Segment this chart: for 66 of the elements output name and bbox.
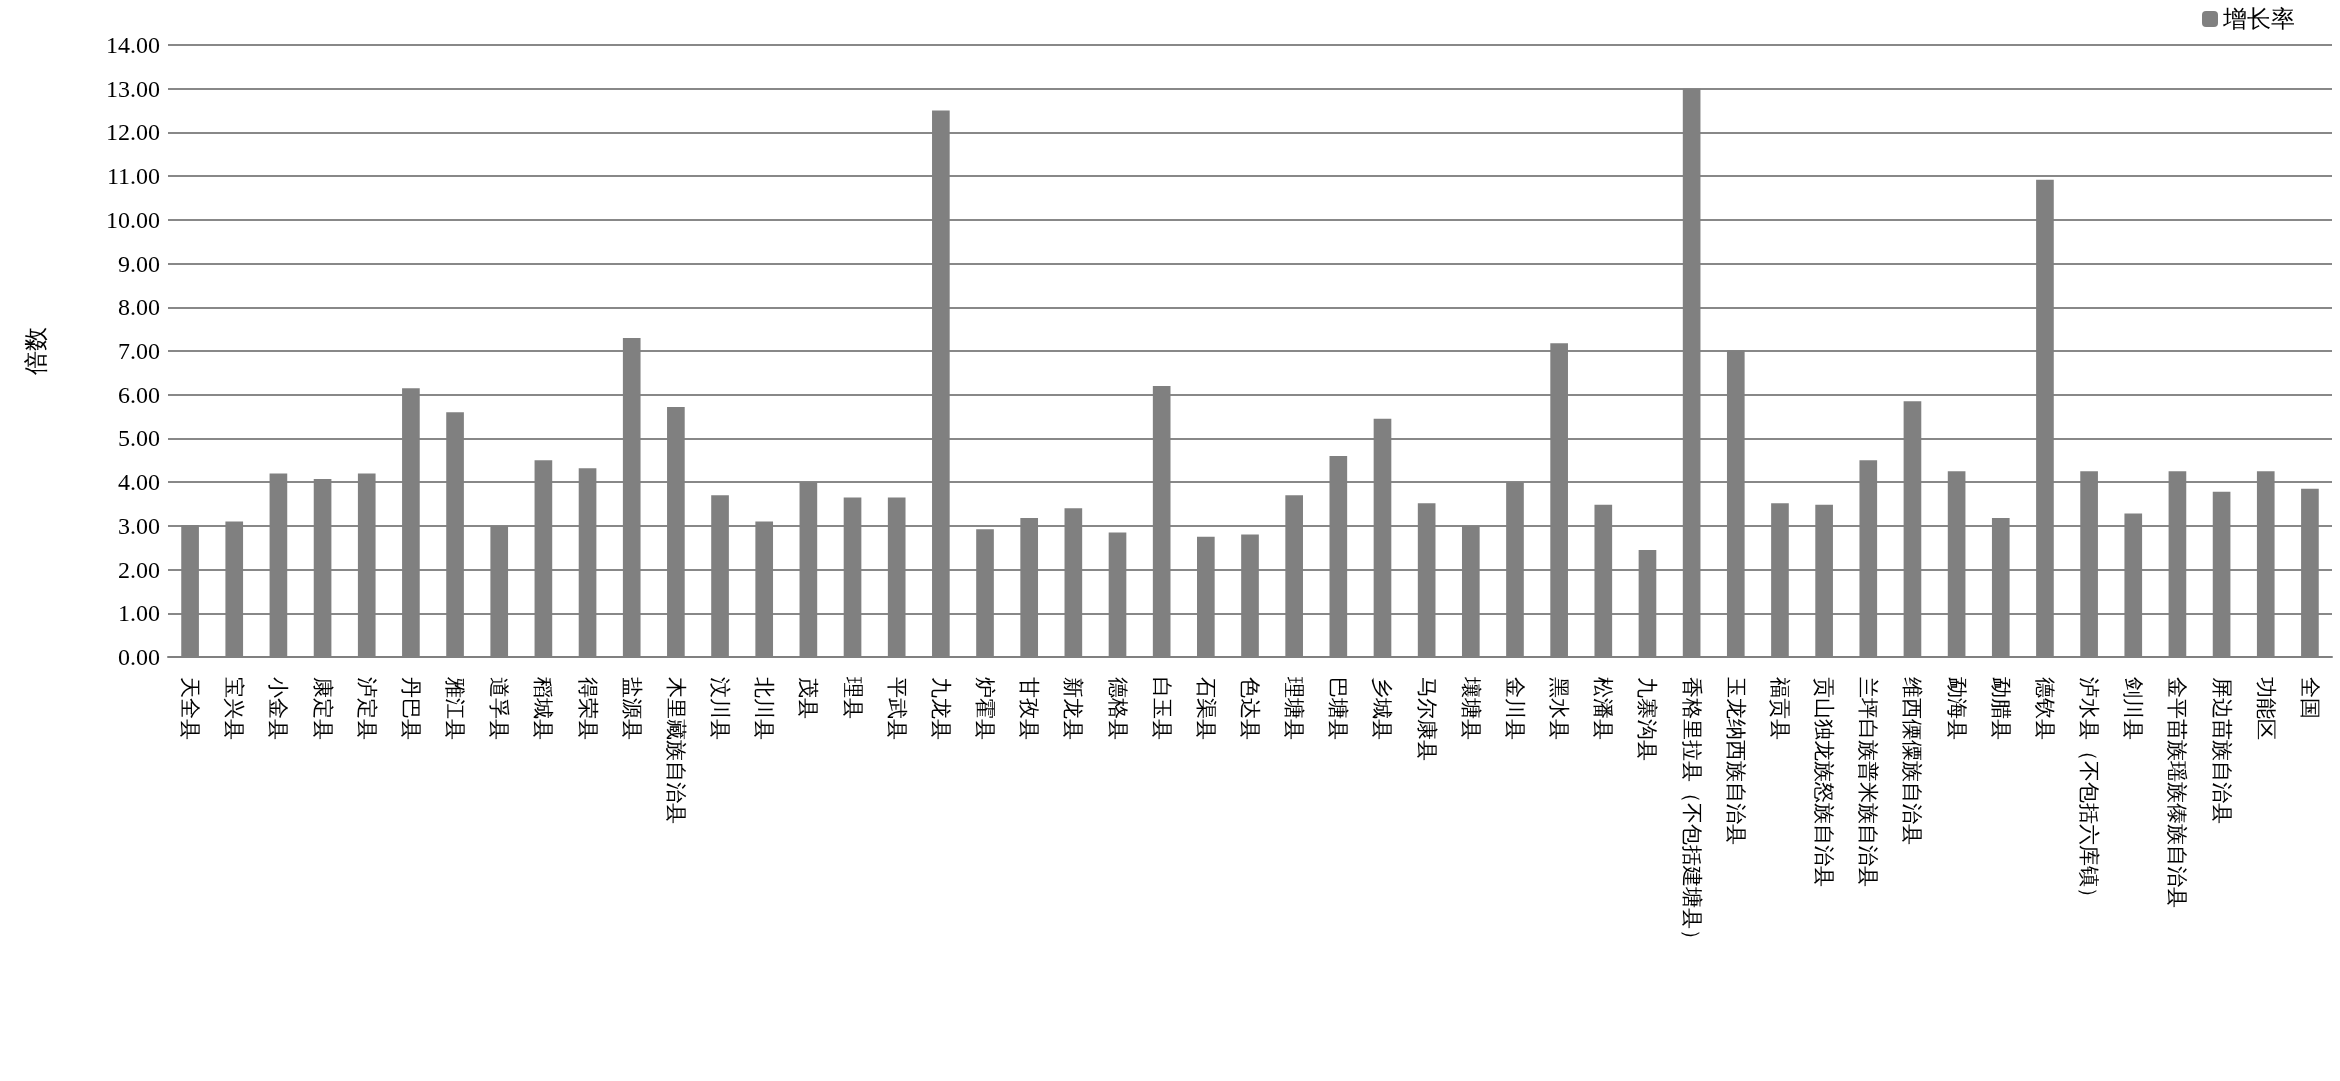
x-tick-label: 汶川县 [708, 677, 733, 740]
x-tick-label: 玉龙纳西族自治县 [1723, 677, 1748, 845]
y-tick-label: 10.00 [106, 206, 160, 233]
x-tick-label: 贡山独龙族怒族自治县 [1812, 677, 1837, 887]
x-tick-label: 白玉县 [1149, 677, 1174, 740]
x-tick-label: 石渠县 [1193, 677, 1218, 740]
x-tick-label: 香格里拉县（不包括建塘县） [1679, 677, 1704, 950]
x-tick-label: 松潘县 [1591, 677, 1616, 740]
y-tick-label: 8.00 [118, 294, 160, 321]
x-tick-label: 丹巴县 [398, 677, 423, 740]
y-tick-label: 7.00 [118, 338, 160, 364]
x-tick-label: 盐源县 [619, 677, 644, 740]
x-tick-label: 甘孜县 [1017, 677, 1042, 740]
y-tick-label: 5.00 [118, 425, 160, 452]
y-tick-label: 1.00 [118, 600, 160, 627]
y-tick-label: 3.00 [118, 512, 160, 539]
x-tick-label: 理塘县 [1282, 677, 1307, 740]
x-tick-label: 雅江县 [443, 677, 468, 740]
x-tick-label: 德钦县 [2032, 677, 2057, 740]
x-tick-label: 平武县 [884, 677, 909, 740]
x-tick-label: 勐海县 [1944, 677, 1969, 740]
x-tick-label: 功能区 [2253, 677, 2278, 740]
x-tick-label: 全国 [2297, 677, 2322, 719]
x-tick-label: 茂县 [796, 677, 821, 719]
x-tick-label: 马尔康县 [1414, 677, 1439, 761]
y-tick-label: 4.00 [118, 469, 160, 496]
x-tick-label: 德格县 [1105, 677, 1130, 740]
x-tick-label: 金川县 [1502, 677, 1527, 740]
x-tick-label: 炉霍县 [973, 677, 998, 740]
x-tick-label: 九龙县 [928, 677, 953, 740]
x-tick-label: 天全县 [178, 677, 203, 740]
y-tick-label: 12.00 [106, 119, 160, 146]
x-tick-label: 泸水县（不包括六库镇） [2077, 677, 2102, 908]
y-axis-title: 倍数 [23, 327, 49, 375]
x-tick-label: 剑川县 [2121, 677, 2146, 740]
x-tick-label: 维西傈僳族自治县 [1900, 677, 1925, 845]
x-tick-label: 稻城县 [531, 677, 556, 740]
x-tick-label: 康定县 [310, 677, 335, 740]
x-tick-label: 兰坪白族普米族自治县 [1856, 677, 1881, 887]
x-tick-label: 新龙县 [1061, 677, 1086, 740]
x-tick-label: 泸定县 [354, 677, 379, 740]
x-tick-label: 小金县 [266, 677, 291, 740]
x-tick-label: 壤塘县 [1458, 676, 1483, 740]
x-tick-label: 屏边苗族自治县 [2209, 677, 2234, 824]
x-tick-label: 金平苗族瑶族傣族自治县 [2165, 677, 2190, 908]
x-tick-label: 北川县 [752, 677, 777, 740]
legend-label: 增长率 [2222, 6, 2295, 32]
x-tick-label: 色达县 [1238, 677, 1262, 740]
y-tick-label: 9.00 [118, 250, 160, 277]
x-tick-label: 宝兴县 [222, 677, 247, 740]
y-tick-label: 13.00 [106, 75, 160, 102]
x-tick-label: 理县 [840, 677, 865, 719]
x-tick-label: 福贡县 [1767, 677, 1792, 740]
x-tick-label: 九寨沟县 [1635, 677, 1660, 761]
y-tick-label: 0.00 [118, 644, 160, 670]
x-tick-label: 勐腊县 [1988, 677, 2013, 740]
x-tick-label: 巴塘县 [1326, 677, 1351, 740]
x-tick-label: 道孚县 [487, 677, 512, 740]
x-tick-label: 木里藏族自治县 [663, 677, 688, 824]
y-tick-label: 2.00 [118, 556, 160, 583]
x-tick-label: 得荣县 [575, 677, 600, 740]
y-tick-label: 11.00 [106, 163, 160, 190]
x-tick-label: 黑水县 [1547, 677, 1572, 740]
y-tick-label: 6.00 [118, 381, 160, 408]
y-tick-label: 14.00 [106, 32, 160, 58]
x-tick-label: 乡城县 [1370, 677, 1395, 740]
